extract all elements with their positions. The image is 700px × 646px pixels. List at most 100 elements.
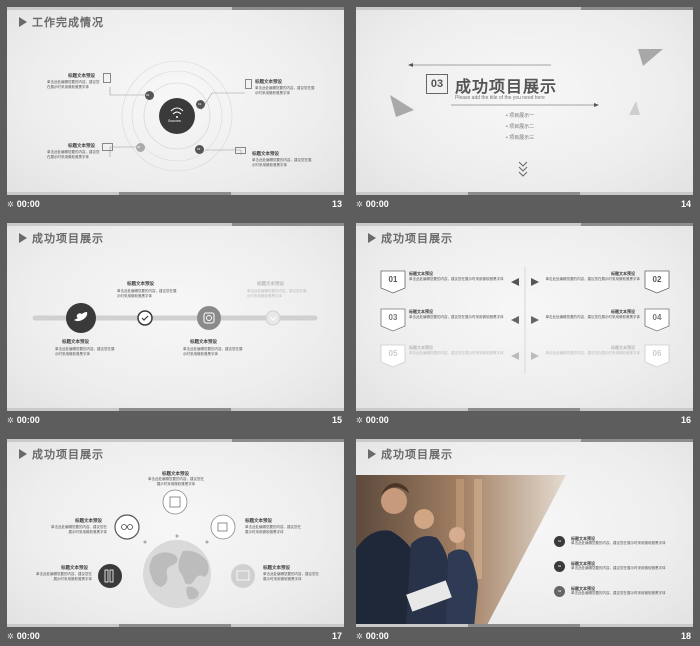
item-heading: 标题文本预设 (68, 73, 95, 78)
phone-icon (103, 73, 111, 83)
slide-thumbnail-16[interactable]: 成功项目展示 01 02 03 04 05 06 标题文本预设 单击此处编辑您要… (356, 223, 693, 427)
item-text: 单击此处编辑您要的内容，建议您在展示时采用微软雅黑字体 (36, 572, 92, 581)
marker-03 (195, 145, 204, 154)
item-number: 06 (652, 349, 662, 358)
clock-icon: ✲ (356, 416, 363, 425)
slide-number: 18 (680, 631, 691, 641)
slide-canvas: 成功项目展示 标题文本预设 单击此处编辑您要的内 (7, 439, 344, 627)
timeline-text: 单击此处编辑您要的内容，建议您在展示时采用微软雅黑字体 (55, 347, 115, 356)
item-number: 04 (652, 313, 662, 322)
slide-title: 工作完成情况 (19, 14, 104, 30)
slide-thumbnail-15[interactable]: 成功项目展示 标题文本预设 单击此处编辑您要的内容，建议您在展示时采用微软雅黑字… (7, 223, 344, 427)
item-heading: 标题文本预设 (263, 565, 290, 570)
twitter-icon (70, 307, 92, 329)
item-number: 01 (557, 539, 562, 543)
section-number-box: 03 (426, 74, 448, 94)
item-text: 单击此处编辑您要的内容，建议您在展示时采用微软雅黑字体 (47, 80, 100, 89)
slide-canvas: 成功项目展示 标题文本预设 单击此处编辑您要的内容，建议您在展示时采用微软雅黑字… (7, 223, 344, 411)
slide-thumbnail-14[interactable]: 03 成功项目展示 Please add the title of the yo… (356, 7, 693, 211)
marker-02 (145, 91, 154, 100)
radial-diagram (109, 60, 245, 172)
item-heading: 标题文本预设 (61, 565, 88, 570)
slide-footer: ✲ 00:00 18 (356, 631, 691, 641)
slide-footer: ✲ 00:00 13 (7, 199, 342, 209)
timeline-text: 单击此处编辑您要的内容，建议您在展示时采用微软雅黑字体 (117, 289, 177, 298)
slide-number: 16 (680, 415, 691, 425)
item-marker (554, 586, 565, 597)
item-heading: 标题文本预设 (571, 561, 595, 566)
slide-title: 成功项目展示 (368, 230, 453, 246)
truck-icon (231, 564, 255, 588)
globe-diagram (98, 489, 255, 608)
item-heading: 标题文本预设 (571, 586, 595, 591)
slide-canvas: 03 成功项目展示 Please add the title of the yo… (356, 7, 693, 195)
item-text: 单击此处编辑您要的内容，建议您在展示时采用微软雅黑字体 (255, 86, 315, 95)
item-text: 单击此处编辑您要的内容，建议您在展示时采用微软雅黑字体 (545, 351, 641, 355)
item-text: 单击此处编辑您要的内容，建议您在展示时采用微软雅黑字体 (245, 525, 301, 534)
item-text: 单击此处编辑您要的内容，建议您在展示时采用微软雅黑字体 (571, 541, 666, 545)
slide-footer: ✲ 00:00 14 (356, 199, 691, 209)
item-heading: 标题文本预设 (571, 536, 595, 541)
marker-02-label: 02 (146, 93, 150, 97)
tag-icon (211, 515, 235, 539)
item-text: 单击此处编辑您要的内容，建议您在展示时采用微软雅黑字体 (252, 158, 312, 167)
section-title: 成功项目展示 (455, 79, 558, 96)
item-text: 单击此处编辑您要的内容，建议您在展示时采用微软雅黑字体 (571, 566, 666, 570)
slide-canvas: 成功项目展示 01 02 03 04 05 06 标题文本预设 单击此处编辑您要… (356, 223, 693, 411)
slide-thumbnail-18[interactable]: 成功项目展示 01 标题文本预设 单击此处编辑您要的内容，建议 (356, 439, 693, 643)
timeline-heading: 标题文本预设 (257, 281, 284, 286)
item-text: 单击此处编辑您要的内容，建议您在展示时采用微软雅黑字体 (545, 315, 641, 319)
item-heading: 标题文本预设 (409, 271, 433, 276)
item-heading: 标题文本预设 (252, 151, 279, 156)
photo-panel (356, 475, 566, 627)
books-icon (98, 564, 122, 588)
bullet-item: • 项目展示二 (506, 124, 535, 130)
item-text: 单击此处编辑您要的内容，建议您在展示时采用微软雅黑字体 (47, 150, 100, 159)
item-heading: 标题文本预设 (68, 143, 95, 148)
item-heading: 标题文本预设 (611, 271, 635, 276)
timeline-heading: 标题文本预设 (190, 339, 217, 344)
slide-number: 14 (680, 199, 691, 209)
item-text: 单击此处编辑您要的内容，建议您在展示时采用微软雅黑字体 (409, 351, 504, 355)
item-text: 单击此处编辑您要的内容，建议您在展示时采用微软雅黑字体 (263, 572, 319, 581)
marker-04 (136, 143, 145, 152)
item-heading: 标题文本预设 (409, 345, 433, 350)
slide-footer: ✲ 00:00 17 (7, 631, 342, 641)
item-heading: 标题文本预设 (245, 518, 272, 523)
item-number: 02 (557, 564, 562, 568)
slide-canvas: 工作完成情况 02 01 04 03 Sources 标题文本预设 单击此处编辑… (7, 7, 344, 195)
section-subtitle: Please add the title of the you need her… (455, 95, 545, 101)
vine-icon (266, 311, 280, 325)
item-heading: 标题文本预设 (75, 518, 102, 523)
slide-number: 15 (331, 415, 342, 425)
slide-title: 成功项目展示 (368, 446, 453, 462)
marker-01-label: 01 (198, 102, 202, 106)
slide-title: 成功项目展示 (19, 446, 104, 462)
item-number: 02 (652, 275, 662, 284)
shop-icon (163, 490, 187, 514)
timeline-heading: 标题文本预设 (62, 339, 89, 344)
clock-icon: ✲ (7, 632, 14, 641)
item-number: 03 (557, 589, 562, 593)
item-text: 单击此处编辑您要的内容，建议您在展示时采用微软雅黑字体 (571, 591, 666, 595)
item-heading: 标题文本预设 (255, 79, 282, 84)
slide-number: 13 (331, 199, 342, 209)
monitor-icon (102, 143, 113, 151)
slide-canvas: 成功项目展示 01 标题文本预设 单击此处编辑您要的内容，建议 (356, 439, 693, 627)
bullet-item: • 项目展示三 (506, 135, 535, 141)
decorative-triangles (390, 49, 663, 177)
bullet-item: • 项目展示一 (506, 113, 535, 119)
timeline-text: 单击此处编辑您要的内容，建议您在展示时采用微软雅黑字体 (247, 289, 307, 298)
clock-icon: ✲ (7, 200, 14, 209)
timeline-text: 单击此处编辑您要的内容，建议您在展示时采用微软雅黑字体 (183, 347, 243, 356)
marker-04-label: 04 (137, 145, 141, 149)
item-text: 单击此处编辑您要的内容，建议您在展示时采用微软雅黑字体 (148, 477, 204, 486)
slide-title: 成功项目展示 (19, 230, 104, 246)
slide-thumbnail-13[interactable]: 工作完成情况 02 01 04 03 Sources 标题文本预设 单击此处编辑… (7, 7, 344, 211)
laptop-icon (235, 147, 246, 154)
item-heading: 标题文本预设 (162, 471, 189, 476)
slide-footer: ✲ 00:00 16 (356, 415, 691, 425)
item-number: 03 (388, 313, 398, 322)
slide-thumbnail-17[interactable]: 成功项目展示 标题文本预设 单击此处编辑您要的内 (7, 439, 344, 643)
check-icon (138, 311, 152, 325)
